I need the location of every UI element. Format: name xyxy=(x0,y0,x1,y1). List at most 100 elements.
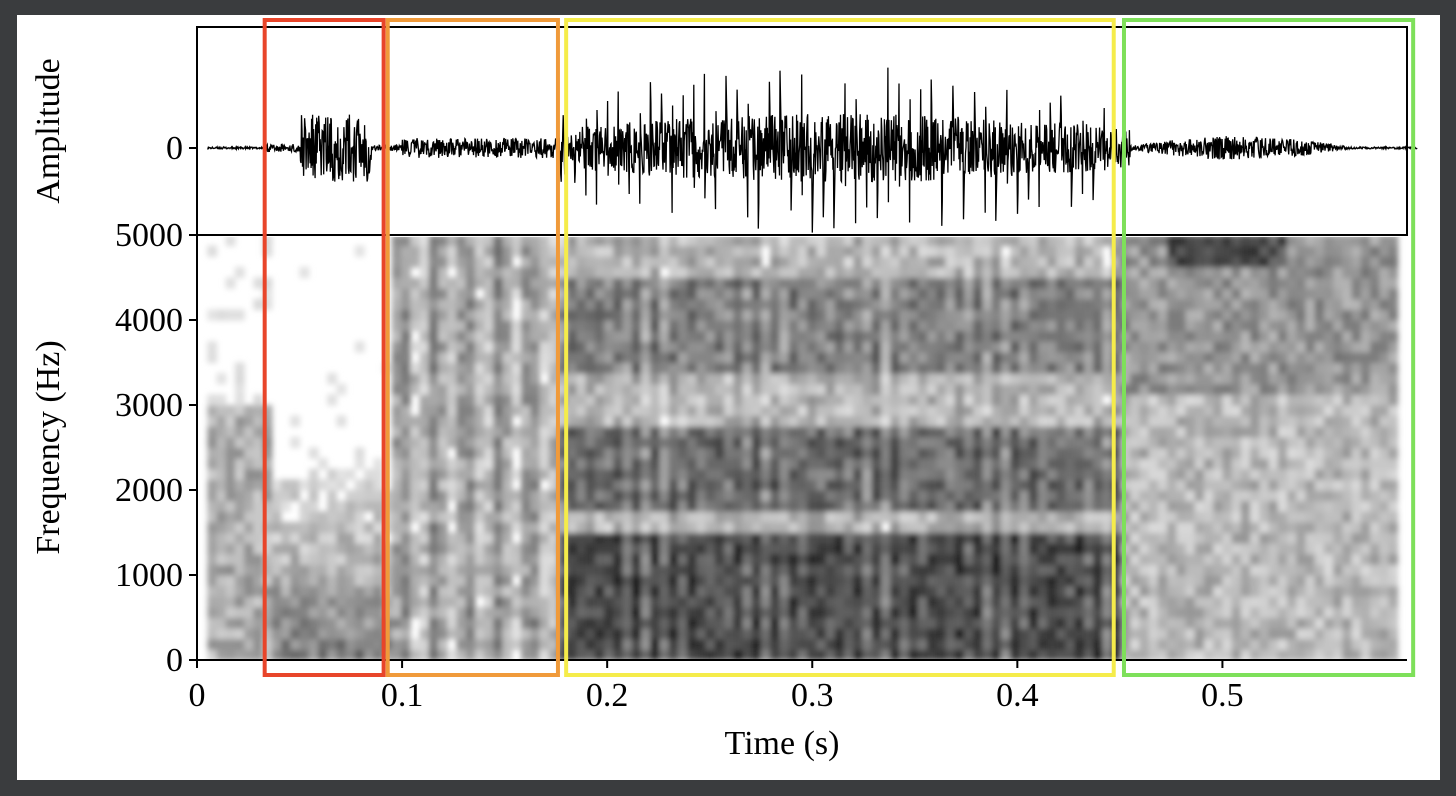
spectrogram-cell xyxy=(696,638,707,650)
spectrogram-cell xyxy=(1250,628,1260,640)
spectrogram-cell xyxy=(336,521,347,534)
spectrogram-cell xyxy=(779,341,790,353)
spectrogram-cell xyxy=(816,500,827,512)
spectrogram-cell xyxy=(1047,309,1057,321)
spectrogram-cell xyxy=(1351,330,1362,342)
spectrogram-cell xyxy=(225,237,236,247)
spectrogram-cell xyxy=(1305,490,1316,502)
spectrogram-cell xyxy=(834,383,845,395)
spectrogram-cell xyxy=(613,362,624,374)
spectrogram-cell xyxy=(613,575,624,587)
spectrogram-cell xyxy=(622,638,633,650)
spectrogram-cell xyxy=(594,405,605,417)
spectrogram-cell xyxy=(1231,500,1242,512)
spectrogram-cell xyxy=(1277,341,1288,353)
spectrogram-cell xyxy=(825,500,836,512)
spectrogram-cell xyxy=(327,543,337,555)
spectrogram-cell xyxy=(225,447,236,459)
spectrogram-cell xyxy=(677,298,688,310)
spectrogram-cell xyxy=(871,543,882,555)
spectrogram-cell xyxy=(1222,351,1233,364)
spectrogram-cell xyxy=(853,447,864,459)
spectrogram-cell xyxy=(1323,383,1334,395)
spectrogram-cell xyxy=(982,479,993,491)
spectrogram-cell xyxy=(1305,309,1316,321)
spectrogram-cell xyxy=(1028,543,1039,555)
spectrogram-cell xyxy=(1130,309,1140,321)
spectrogram-cell xyxy=(1185,351,1196,364)
spectrogram-cell xyxy=(262,511,273,523)
spectrogram-cell xyxy=(1314,298,1325,310)
spectrogram-cell xyxy=(567,521,577,534)
spectrogram-cell xyxy=(1167,277,1177,289)
spectrogram-cell xyxy=(622,298,633,310)
spectrogram-cell xyxy=(594,479,605,491)
spectrogram-cell xyxy=(290,521,301,534)
spectrogram-cell xyxy=(410,575,421,587)
spectrogram-cell xyxy=(1259,500,1270,512)
spectrogram-cell xyxy=(890,564,900,576)
spectrogram-cell xyxy=(1157,553,1168,565)
spectrogram-cell xyxy=(216,564,227,576)
spectrogram-cell xyxy=(1047,341,1057,353)
spectrogram-cell xyxy=(456,585,467,597)
spectrogram-cell xyxy=(401,405,411,417)
spectrogram-cell xyxy=(991,436,1002,449)
spectrogram-cell xyxy=(1028,606,1039,619)
spectrogram-cell xyxy=(456,596,467,608)
spectrogram-cell xyxy=(557,298,568,310)
spectrogram-cell xyxy=(1167,288,1177,300)
spectrogram-cell xyxy=(1204,585,1214,597)
spectrogram-cell xyxy=(687,237,697,247)
spectrogram-cell xyxy=(1250,543,1260,555)
spectrogram-cell xyxy=(1028,320,1039,332)
spectrogram-cell xyxy=(1010,553,1020,565)
spectrogram-cell xyxy=(604,606,614,619)
spectrogram-cell xyxy=(917,415,928,427)
spectrogram-cell xyxy=(954,320,965,332)
spectrogram-cell xyxy=(659,553,670,565)
spectrogram-cell xyxy=(1056,564,1067,576)
spectrogram-cell xyxy=(1379,436,1390,449)
spectrogram-cell xyxy=(714,532,725,544)
spectrogram-cell xyxy=(1370,596,1380,608)
spectrogram-cell xyxy=(1037,575,1048,587)
spectrogram-cell xyxy=(1351,468,1362,480)
spectrogram-cell xyxy=(927,575,937,587)
spectrogram-cell xyxy=(807,298,817,310)
spectrogram-cell xyxy=(594,362,605,374)
spectrogram-cell xyxy=(1240,309,1251,321)
spectrogram-cell xyxy=(419,277,430,289)
spectrogram-cell xyxy=(733,288,744,300)
spectrogram-cell xyxy=(484,649,494,660)
spectrogram-cell xyxy=(1194,628,1205,640)
spectrogram-cell xyxy=(521,256,531,268)
spectrogram-cell xyxy=(917,245,928,257)
spectrogram-cell xyxy=(641,330,651,342)
spectrogram-cell xyxy=(1139,309,1150,321)
spectrogram-cell xyxy=(1056,532,1067,544)
spectrogram-cell xyxy=(428,245,439,257)
spectrogram-cell xyxy=(788,490,799,502)
spectrogram-cell xyxy=(751,394,762,406)
spectrogram-cell xyxy=(613,415,624,427)
spectrogram-cell xyxy=(677,543,688,555)
spectrogram-cell xyxy=(1268,543,1279,555)
spectrogram-cell xyxy=(391,575,402,587)
spectrogram-cell xyxy=(502,320,513,332)
spectrogram-cell xyxy=(742,362,753,374)
spectrogram-cell xyxy=(1287,373,1297,385)
spectrogram-cell xyxy=(354,649,365,660)
spectrogram-cell xyxy=(1370,479,1380,491)
spectrogram-cell xyxy=(1019,458,1030,470)
spectrogram-cell xyxy=(927,256,937,268)
spectrogram-cell xyxy=(1287,649,1297,660)
spectrogram-cell xyxy=(484,521,494,534)
spectrogram-cell xyxy=(761,585,771,597)
spectrogram-cell xyxy=(1139,320,1150,332)
spectrogram-cell xyxy=(936,606,947,619)
spectrogram-cell xyxy=(1010,585,1020,597)
spectrogram-cell xyxy=(668,585,679,597)
spectrogram-cell xyxy=(945,638,956,650)
spectrogram-cell xyxy=(881,362,891,374)
